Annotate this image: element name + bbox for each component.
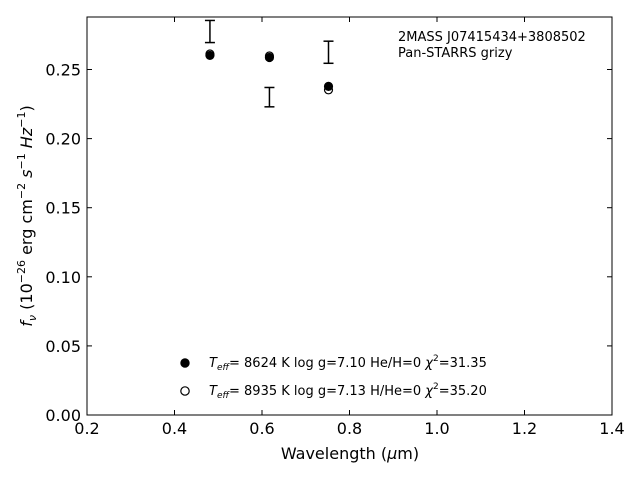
y-tick-label: 0.00	[45, 406, 81, 425]
legend-entry-open: Teff= 8935 K log g=7.13 H/He=0 χ2=35.20	[209, 382, 487, 401]
y-tick-label: 0.25	[45, 61, 81, 80]
legend-teff-symbol: T	[209, 384, 218, 399]
x-tick-label: 1.2	[512, 419, 537, 438]
legend-teff-subscript: eff	[217, 391, 231, 401]
x-tick-label: 0.2	[74, 419, 99, 438]
legend: Teff= 8624 K log g=7.10 He/H=0 χ2=31.35 …	[180, 354, 487, 401]
x-tick-label: 0.8	[337, 419, 362, 438]
y-tick-label: 0.05	[45, 337, 81, 356]
x-tick-label: 1.0	[424, 419, 449, 438]
legend-chi-superscript: 2	[433, 382, 439, 392]
legend-chi-value: =31.35	[439, 356, 487, 371]
legend-params: = 8624 K log g=7.10 He/H=0	[229, 356, 425, 371]
legend-chi-value: =35.20	[439, 384, 487, 399]
x-tick-labels: 0.2 0.4 0.6 0.8 1.0 1.2 1.4	[74, 419, 624, 438]
model-markers	[205, 49, 334, 95]
legend-params: = 8935 K log g=7.13 H/He=0	[229, 384, 425, 399]
legend-chi-symbol: χ	[424, 356, 434, 371]
y-axis-label: fν (10−26 erg cm−2 s−1 Hz−1)	[15, 105, 39, 326]
y-tick-label: 0.15	[45, 199, 81, 218]
annotation-object-name: 2MASS J07415434+3808502	[398, 30, 586, 45]
legend-marker-open	[180, 386, 190, 396]
plot-frame	[86, 16, 613, 416]
errorbar	[264, 86, 275, 108]
marker-open	[205, 49, 215, 59]
y-tick-label: 0.10	[45, 268, 81, 287]
annotation-survey: Pan-STARRS grizy	[398, 46, 513, 61]
x-axis-label: Wavelength (μm)	[281, 444, 419, 463]
legend-teff-subscript: eff	[217, 363, 231, 373]
y-tick-labels: 0.00 0.05 0.10 0.15 0.20 0.25	[45, 61, 81, 425]
errorbar	[323, 40, 334, 65]
errorbar	[204, 19, 215, 44]
marker-open	[323, 85, 334, 95]
x-tick-label: 0.6	[249, 419, 274, 438]
x-tick-label: 1.4	[599, 419, 624, 438]
x-tick-label: 0.4	[162, 419, 187, 438]
y-tick-label: 0.20	[45, 130, 81, 149]
observed-errorbars	[204, 19, 334, 108]
legend-teff-symbol: T	[209, 356, 218, 371]
marker-open	[264, 51, 275, 61]
legend-marker-filled	[180, 358, 190, 368]
legend-chi-superscript: 2	[433, 354, 439, 364]
legend-entry-filled: Teff= 8624 K log g=7.10 He/H=0 χ2=31.35	[209, 354, 487, 373]
legend-chi-symbol: χ	[424, 384, 434, 399]
